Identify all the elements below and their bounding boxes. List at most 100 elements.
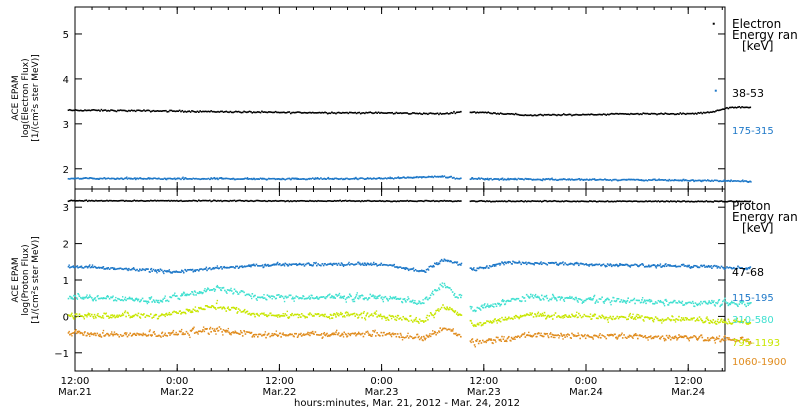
data-point — [698, 302, 701, 305]
data-point — [130, 315, 132, 318]
data-point — [689, 200, 691, 203]
data-point — [532, 178, 535, 181]
data-point — [535, 200, 538, 203]
data-point — [629, 266, 631, 268]
data-point — [254, 111, 256, 114]
data-point — [377, 264, 380, 266]
data-point — [473, 111, 476, 113]
data-point — [529, 312, 531, 314]
data-point — [643, 301, 645, 303]
data-point — [433, 316, 435, 319]
data-point — [69, 178, 71, 180]
data-point — [366, 112, 369, 114]
data-point — [268, 295, 271, 297]
data-point — [428, 265, 431, 268]
data-point — [488, 306, 490, 309]
data-point — [315, 264, 318, 267]
data-point — [418, 318, 421, 321]
data-point — [163, 272, 165, 275]
data-point — [158, 110, 160, 112]
data-point — [132, 200, 134, 202]
data-point — [95, 334, 97, 337]
data-point — [389, 176, 391, 178]
data-point — [318, 111, 321, 114]
data-point — [483, 178, 485, 181]
data-point — [449, 328, 451, 331]
data-point — [374, 329, 376, 332]
data-point — [292, 263, 295, 265]
data-point — [139, 109, 141, 112]
data-point — [567, 297, 569, 299]
data-point — [567, 113, 569, 116]
data-point — [411, 300, 413, 302]
data-point — [532, 114, 535, 117]
data-point — [667, 264, 670, 266]
data-point — [636, 313, 638, 316]
data-point — [444, 286, 447, 289]
data-point — [124, 296, 127, 299]
data-point — [277, 200, 280, 202]
data-point — [438, 113, 440, 116]
data-point — [145, 109, 148, 112]
data-point — [291, 200, 293, 203]
data-point — [686, 302, 688, 304]
data-point — [93, 297, 96, 300]
data-point — [699, 304, 701, 306]
data-point — [388, 264, 391, 266]
data-point — [354, 111, 357, 114]
data-point — [358, 314, 361, 316]
data-point — [438, 331, 441, 333]
data-point — [421, 200, 424, 202]
data-point — [405, 112, 407, 114]
data-point — [738, 303, 741, 305]
data-point — [533, 264, 535, 266]
data-point — [246, 199, 248, 202]
data-point — [300, 199, 303, 202]
data-point — [488, 305, 491, 307]
data-point — [283, 334, 285, 336]
data-point — [177, 200, 180, 202]
data-point — [267, 295, 270, 298]
data-point — [671, 200, 673, 203]
data-point — [669, 113, 672, 115]
data-point — [439, 200, 442, 202]
data-point — [363, 310, 365, 313]
data-point — [471, 111, 473, 114]
data-point — [701, 319, 704, 322]
data-point — [88, 296, 90, 299]
data-point — [540, 114, 543, 116]
data-point — [128, 109, 130, 112]
data-point — [618, 264, 621, 266]
data-point — [217, 307, 219, 309]
data-point — [391, 177, 394, 179]
data-point — [687, 265, 690, 268]
data-point — [507, 177, 509, 180]
data-point — [594, 200, 597, 203]
data-point — [289, 294, 292, 297]
data-point — [392, 178, 395, 180]
data-point — [583, 335, 586, 337]
data-point — [593, 264, 596, 267]
data-point — [160, 300, 163, 302]
data-point — [233, 292, 235, 294]
data-point — [321, 313, 324, 316]
data-point — [252, 263, 255, 266]
data-point — [731, 200, 734, 203]
data-point — [598, 334, 601, 337]
data-point — [225, 199, 228, 202]
data-point — [586, 178, 588, 181]
data-point — [136, 268, 138, 271]
data-point — [436, 262, 438, 264]
data-point — [299, 199, 302, 202]
data-point — [572, 114, 575, 116]
data-point — [326, 200, 329, 202]
data-point — [342, 296, 344, 298]
data-point — [720, 318, 723, 320]
data-point — [81, 297, 84, 300]
data-point — [313, 333, 315, 336]
data-point — [651, 317, 653, 320]
data-point — [267, 199, 270, 202]
data-point — [267, 263, 269, 266]
data-point — [517, 316, 520, 319]
data-point — [376, 264, 378, 267]
